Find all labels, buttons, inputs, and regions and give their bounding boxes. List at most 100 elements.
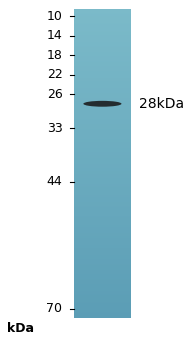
Bar bbox=[74, 226, 131, 227]
Bar bbox=[74, 310, 131, 311]
Bar bbox=[74, 217, 131, 218]
Bar bbox=[74, 297, 131, 298]
Bar bbox=[74, 268, 131, 269]
Bar bbox=[74, 140, 131, 141]
Bar bbox=[74, 77, 131, 78]
Bar bbox=[74, 184, 131, 185]
Bar bbox=[74, 233, 131, 234]
Bar bbox=[74, 186, 131, 187]
Bar bbox=[74, 252, 131, 253]
Bar bbox=[74, 83, 131, 84]
Bar bbox=[74, 133, 131, 134]
Bar bbox=[74, 89, 131, 90]
Bar bbox=[74, 182, 131, 183]
Bar bbox=[74, 132, 131, 133]
Bar bbox=[74, 108, 131, 109]
Bar bbox=[74, 43, 131, 44]
Text: 22: 22 bbox=[47, 68, 62, 81]
Bar bbox=[74, 40, 131, 41]
Bar bbox=[74, 232, 131, 233]
Bar bbox=[74, 20, 131, 21]
Bar bbox=[74, 11, 131, 12]
Bar bbox=[74, 72, 131, 73]
Bar bbox=[74, 220, 131, 221]
Bar bbox=[74, 98, 131, 99]
Bar bbox=[74, 222, 131, 223]
Bar bbox=[74, 180, 131, 181]
Bar bbox=[74, 145, 131, 146]
Bar bbox=[74, 276, 131, 277]
Bar bbox=[74, 211, 131, 212]
Bar bbox=[74, 127, 131, 128]
Bar bbox=[74, 57, 131, 58]
Bar bbox=[74, 115, 131, 116]
Bar bbox=[74, 208, 131, 209]
Text: 18: 18 bbox=[46, 49, 62, 62]
Bar bbox=[74, 94, 131, 95]
Bar bbox=[74, 192, 131, 193]
Bar bbox=[74, 141, 131, 142]
Bar bbox=[74, 284, 131, 285]
Ellipse shape bbox=[83, 101, 122, 107]
Bar bbox=[74, 123, 131, 124]
Bar bbox=[74, 235, 131, 236]
Bar bbox=[74, 32, 131, 33]
Text: 33: 33 bbox=[47, 122, 62, 135]
Bar bbox=[74, 30, 131, 31]
Bar bbox=[74, 214, 131, 215]
Bar bbox=[74, 112, 131, 113]
Bar bbox=[74, 269, 131, 270]
Bar bbox=[74, 146, 131, 147]
Bar bbox=[74, 95, 131, 96]
Bar bbox=[74, 163, 131, 164]
Bar bbox=[74, 301, 131, 302]
Bar bbox=[74, 317, 131, 318]
Bar bbox=[74, 201, 131, 202]
Bar bbox=[74, 13, 131, 14]
Bar bbox=[74, 286, 131, 287]
Bar bbox=[74, 55, 131, 56]
Bar bbox=[74, 205, 131, 206]
Bar bbox=[74, 221, 131, 222]
Bar bbox=[74, 110, 131, 111]
Bar bbox=[74, 68, 131, 69]
Text: 10: 10 bbox=[46, 9, 62, 23]
Text: 28kDa: 28kDa bbox=[139, 97, 184, 111]
Bar bbox=[74, 261, 131, 262]
Bar bbox=[74, 227, 131, 228]
Bar bbox=[74, 125, 131, 126]
Bar bbox=[74, 52, 131, 53]
Bar bbox=[74, 267, 131, 268]
Bar bbox=[74, 185, 131, 186]
Bar bbox=[74, 12, 131, 13]
Bar bbox=[74, 189, 131, 190]
Bar bbox=[74, 272, 131, 273]
Bar bbox=[74, 67, 131, 68]
Bar bbox=[74, 306, 131, 307]
Bar bbox=[74, 117, 131, 118]
Bar bbox=[74, 150, 131, 151]
Bar bbox=[74, 229, 131, 231]
Bar bbox=[74, 151, 131, 152]
Bar bbox=[74, 35, 131, 37]
Bar bbox=[74, 64, 131, 65]
Bar bbox=[74, 79, 131, 80]
Bar bbox=[74, 228, 131, 229]
Bar bbox=[74, 28, 131, 29]
Bar bbox=[74, 167, 131, 168]
Bar bbox=[74, 292, 131, 293]
Bar bbox=[74, 223, 131, 224]
Bar bbox=[74, 14, 131, 15]
Bar bbox=[74, 149, 131, 150]
Bar bbox=[74, 85, 131, 86]
Bar bbox=[74, 244, 131, 245]
Text: 70: 70 bbox=[46, 302, 62, 315]
Bar bbox=[74, 202, 131, 203]
Bar bbox=[74, 45, 131, 46]
Bar bbox=[74, 298, 131, 299]
Bar bbox=[74, 33, 131, 34]
Bar bbox=[74, 18, 131, 19]
Bar bbox=[74, 250, 131, 251]
Bar bbox=[74, 177, 131, 178]
Bar bbox=[74, 299, 131, 300]
